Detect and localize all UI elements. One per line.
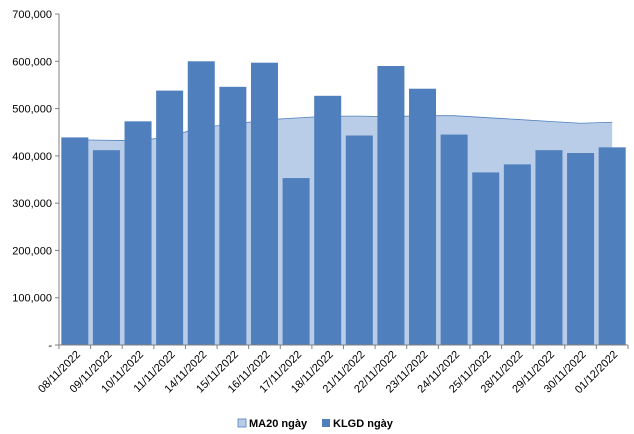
bar-klgd bbox=[314, 95, 342, 345]
bar-klgd bbox=[598, 147, 626, 345]
bar-klgd bbox=[61, 137, 89, 345]
legend-label-klgd: KLGD ngày bbox=[333, 418, 394, 430]
bar-klgd bbox=[187, 61, 215, 345]
bar-klgd bbox=[156, 90, 184, 345]
bar-klgd bbox=[124, 121, 152, 345]
bar-klgd bbox=[282, 178, 310, 345]
legend-swatch-klgd bbox=[322, 419, 330, 427]
y-tick-label: 200,000 bbox=[12, 245, 52, 257]
bar-klgd bbox=[377, 66, 405, 345]
axes-layer bbox=[55, 13, 629, 349]
y-tick-labels: - 100,000 200,000 300,000 400,000 500,000 600,… bbox=[12, 9, 52, 352]
bar-klgd bbox=[409, 88, 437, 346]
ma20-area-layer bbox=[74, 115, 613, 346]
bar-klgd bbox=[503, 164, 531, 345]
legend: MA20 ngày KLGD ngày bbox=[237, 418, 394, 430]
bar-klgd bbox=[472, 172, 500, 345]
y-tick-label: 300,000 bbox=[12, 198, 52, 210]
legend-label-ma20: MA20 ngày bbox=[249, 418, 308, 430]
bar-klgd bbox=[92, 150, 120, 345]
x-tick-labels: 08/11/202209/11/202210/11/202211/11/2022… bbox=[36, 349, 620, 396]
bar-klgd bbox=[535, 150, 563, 345]
y-tick-label: 600,000 bbox=[12, 56, 52, 68]
bar-klgd bbox=[250, 62, 278, 345]
bar-klgd bbox=[567, 153, 595, 345]
y-tick-label: 700,000 bbox=[12, 9, 52, 21]
bars-layer bbox=[61, 61, 626, 346]
y-tick-label: 100,000 bbox=[12, 293, 52, 305]
y-tick-label: 500,000 bbox=[12, 104, 52, 116]
y-tick-label: 400,000 bbox=[12, 151, 52, 163]
y-tick-label: - bbox=[48, 340, 52, 352]
ma20-area bbox=[74, 115, 613, 346]
bar-klgd bbox=[219, 86, 247, 345]
bar-klgd bbox=[345, 135, 373, 345]
legend-swatch-ma20 bbox=[237, 418, 247, 428]
bar-klgd bbox=[440, 134, 468, 345]
